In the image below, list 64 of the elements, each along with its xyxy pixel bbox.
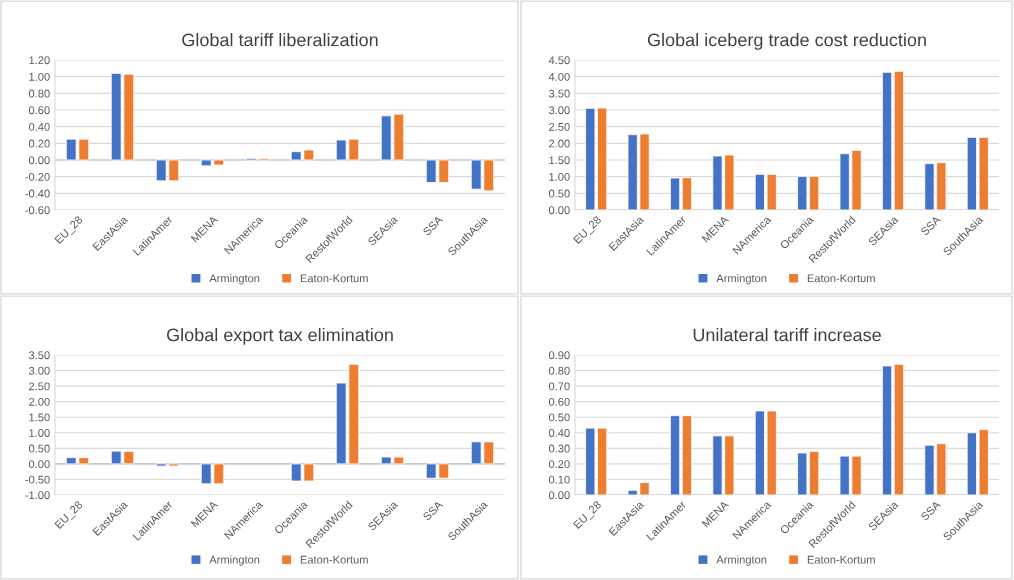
y-tick-label: 0.00 [548, 206, 570, 215]
legend-label: Eaton-Kortum [807, 555, 875, 564]
y-tick-label: 0.10 [548, 475, 570, 484]
y-tick-label: 2.00 [549, 139, 570, 148]
y-tick-label: 1.00 [29, 429, 50, 437]
y-tick-label: 3.00 [548, 106, 570, 115]
bar [681, 415, 693, 495]
y-tick-label: 2.50 [29, 382, 50, 391]
y-tick-label: -0.60 [25, 206, 50, 215]
x-tick-label: SSA [422, 215, 444, 236]
chart-title: Global export tax elimination [167, 328, 393, 345]
y-tick-label: 0.20 [548, 460, 570, 469]
legend-label: Armington [209, 274, 260, 285]
y-tick-label: 0.00 [548, 491, 570, 500]
y-tick-label: 1.20 [29, 56, 50, 65]
y-tick-label: 0.50 [28, 444, 50, 453]
legend-label: Eaton-Kortum [300, 274, 368, 283]
y-tick-label: 0.60 [548, 397, 570, 406]
chart-title: Global iceberg trade cost reduction [647, 33, 926, 50]
y-tick-label: 1.50 [549, 156, 570, 165]
y-tick-label: 3.00 [28, 366, 50, 375]
y-tick-label: 0.50 [548, 413, 570, 422]
legend-label: Armington [716, 555, 767, 566]
y-tick-label: 4.50 [548, 56, 570, 65]
chart-title: Unilateral tariff increase [693, 328, 881, 342]
y-tick-label: 1.50 [29, 413, 50, 422]
y-tick-label: -1.00 [25, 491, 50, 500]
y-tick-label: -0.50 [25, 475, 50, 484]
y-tick-label: 0.90 [548, 351, 570, 360]
y-tick-label: 0.00 [28, 156, 50, 165]
x-tick-label: SSA [920, 215, 942, 236]
y-tick-label: 3.50 [28, 351, 50, 360]
y-tick-label: 4.00 [548, 72, 570, 81]
y-tick-label: 2.50 [549, 122, 570, 131]
chart-title: Global tariff liberalization [182, 33, 378, 47]
bar [881, 71, 893, 210]
bar [893, 70, 905, 210]
y-tick-label: 0.80 [28, 89, 50, 98]
y-tick-label: 0.60 [28, 106, 50, 115]
legend-label: Armington [209, 555, 260, 566]
bar [681, 177, 693, 210]
legend-label: Eaton-Kortum [807, 274, 875, 283]
y-tick-label: 0.00 [28, 460, 50, 469]
bar [893, 363, 905, 495]
legend-label: Eaton-Kortum [300, 555, 368, 564]
y-tick-label: 0.20 [28, 139, 50, 148]
y-tick-label: 0.40 [548, 429, 570, 437]
bar [669, 415, 681, 495]
legend-label: Armington [716, 274, 767, 285]
y-tick-label: 0.70 [548, 382, 570, 391]
y-tick-label: -0.20 [25, 172, 50, 181]
y-tick-label: 0.50 [548, 189, 570, 198]
x-tick-label: SSA [422, 500, 444, 521]
y-tick-label: 0.40 [28, 122, 50, 131]
y-tick-label: 0.30 [548, 444, 570, 453]
y-tick-label: 2.00 [29, 397, 50, 406]
bar [881, 365, 893, 495]
y-tick-label: -0.40 [25, 189, 50, 198]
y-tick-label: 1.00 [549, 172, 570, 181]
bar [669, 177, 681, 210]
y-tick-label: 1.00 [29, 72, 50, 81]
x-tick-label: SSA [920, 500, 942, 521]
y-tick-label: 0.80 [548, 366, 570, 375]
y-tick-label: 3.50 [548, 89, 570, 98]
